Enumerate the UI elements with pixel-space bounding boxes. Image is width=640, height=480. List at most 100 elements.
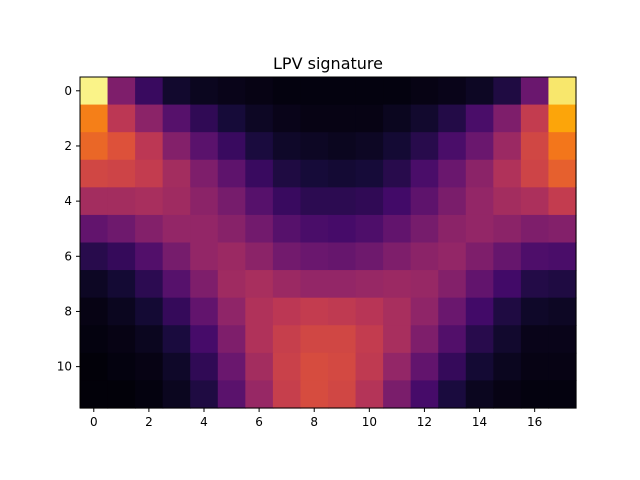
- heatmap-cell: [328, 380, 357, 409]
- heatmap-cell: [217, 187, 246, 216]
- heatmap-cell: [520, 270, 550, 299]
- heatmap-cell: [438, 242, 467, 271]
- heatmap-cell: [410, 132, 439, 161]
- heatmap-cell: [465, 297, 494, 326]
- heatmap-cell: [272, 214, 302, 244]
- heatmap-cell: [190, 214, 219, 244]
- heatmap-cell: [80, 159, 109, 188]
- heatmap-cell: [493, 214, 522, 244]
- heatmap-cell: [272, 352, 302, 382]
- heatmap-cell: [80, 77, 109, 106]
- heatmap-cell: [410, 380, 439, 409]
- heatmap-cell: [190, 325, 219, 354]
- heatmap-cell: [300, 297, 329, 326]
- y-tick-label: 8: [64, 304, 72, 318]
- heatmap-cell: [493, 325, 522, 354]
- heatmap-cell: [355, 187, 384, 216]
- heatmap-cell: [135, 187, 164, 216]
- heatmap-cell: [190, 132, 219, 161]
- heatmap-cell: [272, 159, 302, 188]
- heatmap-cell: [548, 104, 577, 133]
- heatmap-cell: [410, 242, 439, 271]
- heatmap-cell: [520, 132, 550, 161]
- heatmap-cell: [272, 270, 302, 299]
- heatmap-cell: [162, 325, 191, 354]
- heatmap-cell: [135, 325, 164, 354]
- heatmap-cell: [383, 242, 412, 271]
- heatmap-cell: [438, 132, 467, 161]
- heatmap-cell: [190, 159, 219, 188]
- heatmap-cell: [328, 352, 357, 382]
- heatmap-cell: [190, 380, 219, 409]
- heatmap-cell: [107, 325, 136, 354]
- heatmap-cell: [328, 77, 357, 106]
- heatmap-cell: [80, 297, 109, 326]
- heatmap-cell: [80, 380, 109, 409]
- heatmap-cell: [107, 214, 136, 244]
- heatmap-cell: [162, 270, 191, 299]
- heatmap-cell: [548, 270, 577, 299]
- heatmap-cell: [520, 187, 550, 216]
- heatmap-cell: [438, 159, 467, 188]
- heatmap-cell: [300, 380, 329, 409]
- heatmap-cell: [383, 104, 412, 133]
- heatmap-cell: [245, 214, 274, 244]
- heatmap-cell: [383, 214, 412, 244]
- heatmap-cell: [548, 352, 577, 382]
- y-tick-label: 6: [64, 249, 72, 263]
- heatmap-cell: [438, 214, 467, 244]
- heatmap-cell: [383, 325, 412, 354]
- heatmap-cell: [355, 352, 384, 382]
- heatmap-cell: [493, 187, 522, 216]
- heatmap-cell: [300, 132, 329, 161]
- heatmap-cell: [135, 380, 164, 409]
- x-tick-label: 6: [255, 415, 263, 429]
- heatmap-cell: [548, 77, 577, 106]
- heatmap-cell: [520, 242, 550, 271]
- heatmap-cell: [465, 187, 494, 216]
- heatmap-cell: [328, 325, 357, 354]
- heatmap-cell: [355, 380, 384, 409]
- heatmap-cell: [217, 159, 246, 188]
- heatmap-cell: [355, 214, 384, 244]
- heatmap-cell: [355, 297, 384, 326]
- heatmap-cell: [80, 132, 109, 161]
- x-tick-label: 0: [90, 415, 98, 429]
- heatmap-cell: [190, 352, 219, 382]
- heatmap-cell: [493, 297, 522, 326]
- heatmap-cell: [135, 132, 164, 161]
- heatmap-cell: [135, 77, 164, 106]
- heatmap-cell: [162, 352, 191, 382]
- heatmap-cell: [328, 187, 357, 216]
- heatmap-cell: [493, 132, 522, 161]
- heatmap-cell: [245, 187, 274, 216]
- heatmap-cell: [245, 297, 274, 326]
- heatmap-cell: [135, 214, 164, 244]
- x-tick-label: 2: [145, 415, 153, 429]
- heatmap-cell: [493, 270, 522, 299]
- heatmap-cell: [162, 214, 191, 244]
- heatmap-cell: [135, 352, 164, 382]
- heatmap-cell: [272, 380, 302, 409]
- heatmap-cell: [410, 270, 439, 299]
- heatmap-cell: [190, 270, 219, 299]
- heatmap-cell: [465, 270, 494, 299]
- heatmap-cell: [107, 187, 136, 216]
- heatmap-cell: [465, 214, 494, 244]
- heatmap-cell: [355, 242, 384, 271]
- heatmap-cell: [162, 159, 191, 188]
- heatmap-cell: [107, 132, 136, 161]
- heatmap-cell: [493, 159, 522, 188]
- heatmap-cell: [465, 352, 494, 382]
- heatmap-cell: [355, 325, 384, 354]
- heatmap-cell: [548, 214, 577, 244]
- heatmap-cell: [272, 325, 302, 354]
- heatmap-cell: [245, 104, 274, 133]
- heatmap-cell: [162, 242, 191, 271]
- heatmap-cell: [190, 104, 219, 133]
- heatmap-cell: [355, 159, 384, 188]
- heatmap-cell: [493, 242, 522, 271]
- heatmap-cell: [355, 270, 384, 299]
- heatmap-cell: [465, 242, 494, 271]
- y-tick-label: 4: [64, 194, 72, 208]
